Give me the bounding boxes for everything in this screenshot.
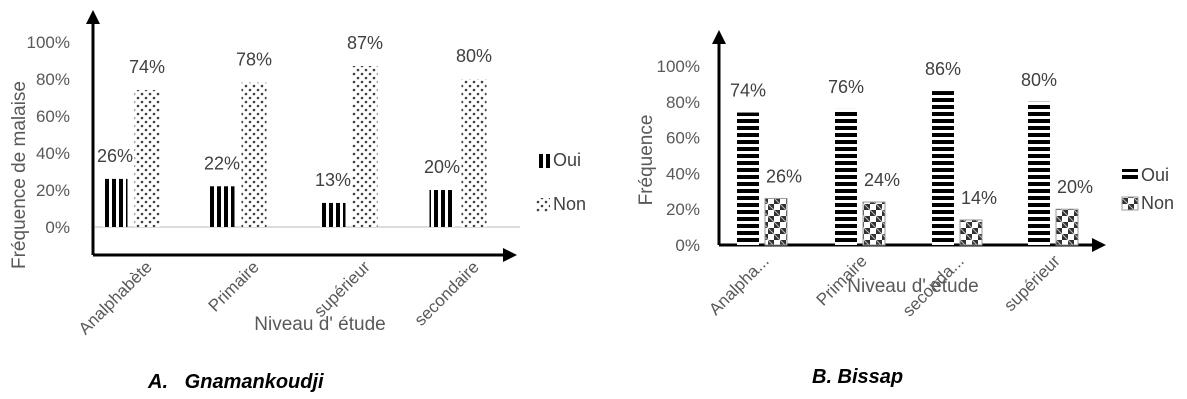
y-axis-arrow [712, 30, 726, 44]
x-tick-label: Analphabète [75, 257, 156, 338]
bar-oui [835, 108, 857, 246]
bar-oui [1028, 101, 1050, 245]
data-label: 74% [730, 81, 766, 101]
bar-oui [737, 112, 759, 245]
data-label: 86% [925, 59, 961, 79]
y-tick-label: 60% [36, 107, 70, 126]
data-label: 24% [864, 170, 900, 190]
y-tick-label: 20% [666, 200, 700, 219]
bar-oui [429, 190, 455, 227]
bar-oui [102, 178, 128, 227]
x-tick-label: supérieur [1000, 251, 1064, 315]
data-label: 20% [424, 157, 460, 177]
bar-non [134, 90, 160, 227]
legend-swatch-non [1121, 196, 1139, 211]
x-tick-label: Primaire [205, 257, 263, 315]
y-tick-label: 20% [36, 181, 70, 200]
bar-non [1055, 208, 1079, 246]
x-tick-label: secondaire [411, 257, 483, 329]
bar-non [352, 66, 378, 227]
bar-oui [209, 186, 235, 227]
y-tick-label: 60% [666, 129, 700, 148]
y-axis-arrow [86, 10, 100, 24]
bar-non [461, 79, 487, 227]
bar-oui [320, 202, 346, 227]
data-label: 20% [1057, 177, 1093, 197]
data-label: 87% [347, 33, 383, 53]
bar-oui [932, 91, 954, 245]
data-label: 74% [129, 57, 165, 77]
data-label: 14% [961, 188, 997, 208]
caption-a: A. Gnamankoudji [148, 371, 324, 393]
x-axis-arrow [503, 248, 517, 262]
legend-label: Non [553, 194, 586, 214]
data-label: 80% [456, 46, 492, 66]
legend-swatch-non [536, 198, 550, 212]
legend-label: Non [1141, 193, 1174, 213]
y-axis-title: Fréquence [636, 115, 657, 206]
y-tick-label: 100% [657, 57, 700, 76]
data-label: 13% [315, 170, 351, 190]
data-label: 22% [204, 153, 240, 173]
x-axis-title: Niveau d' étude [254, 314, 385, 335]
chart-b: 0% 20% 40% 60% 80% 100% 74% 26% Analpha... 76% 24%… [636, 30, 1174, 320]
bar-non [862, 201, 886, 246]
caption-b: B. Bissap [812, 366, 904, 388]
bar-non [959, 219, 983, 246]
chart-a: 0% 20% 40% 60% 80% 100% 26% 74% Analphabète 22% 78… [9, 10, 586, 338]
legend-swatch-oui [536, 154, 550, 168]
legend-label: Oui [1141, 165, 1169, 185]
data-label: 26% [97, 146, 133, 166]
y-tick-label: 80% [666, 93, 700, 112]
y-axis-title: Fréquence de malaise [9, 81, 30, 269]
bar-non [241, 82, 267, 227]
y-tick-label: 40% [36, 144, 70, 163]
legend-swatch-oui [1122, 169, 1138, 182]
x-axis-arrow [1092, 238, 1106, 252]
data-label: 78% [236, 50, 272, 70]
y-tick-label: 40% [666, 164, 700, 183]
x-tick-label: Analpha... [705, 251, 773, 319]
x-tick-label: supérieur [310, 257, 374, 321]
data-label: 26% [766, 166, 802, 186]
y-tick-label: 0% [675, 236, 700, 255]
legend-label: Oui [553, 150, 581, 170]
data-label: 76% [828, 77, 864, 97]
data-label: 80% [1021, 70, 1057, 90]
y-tick-label: 80% [36, 70, 70, 89]
x-axis-title: Niveau d' étude [847, 276, 978, 297]
bar-non [764, 197, 788, 246]
y-tick-label: 100% [27, 33, 70, 52]
y-tick-label: 0% [45, 218, 70, 237]
